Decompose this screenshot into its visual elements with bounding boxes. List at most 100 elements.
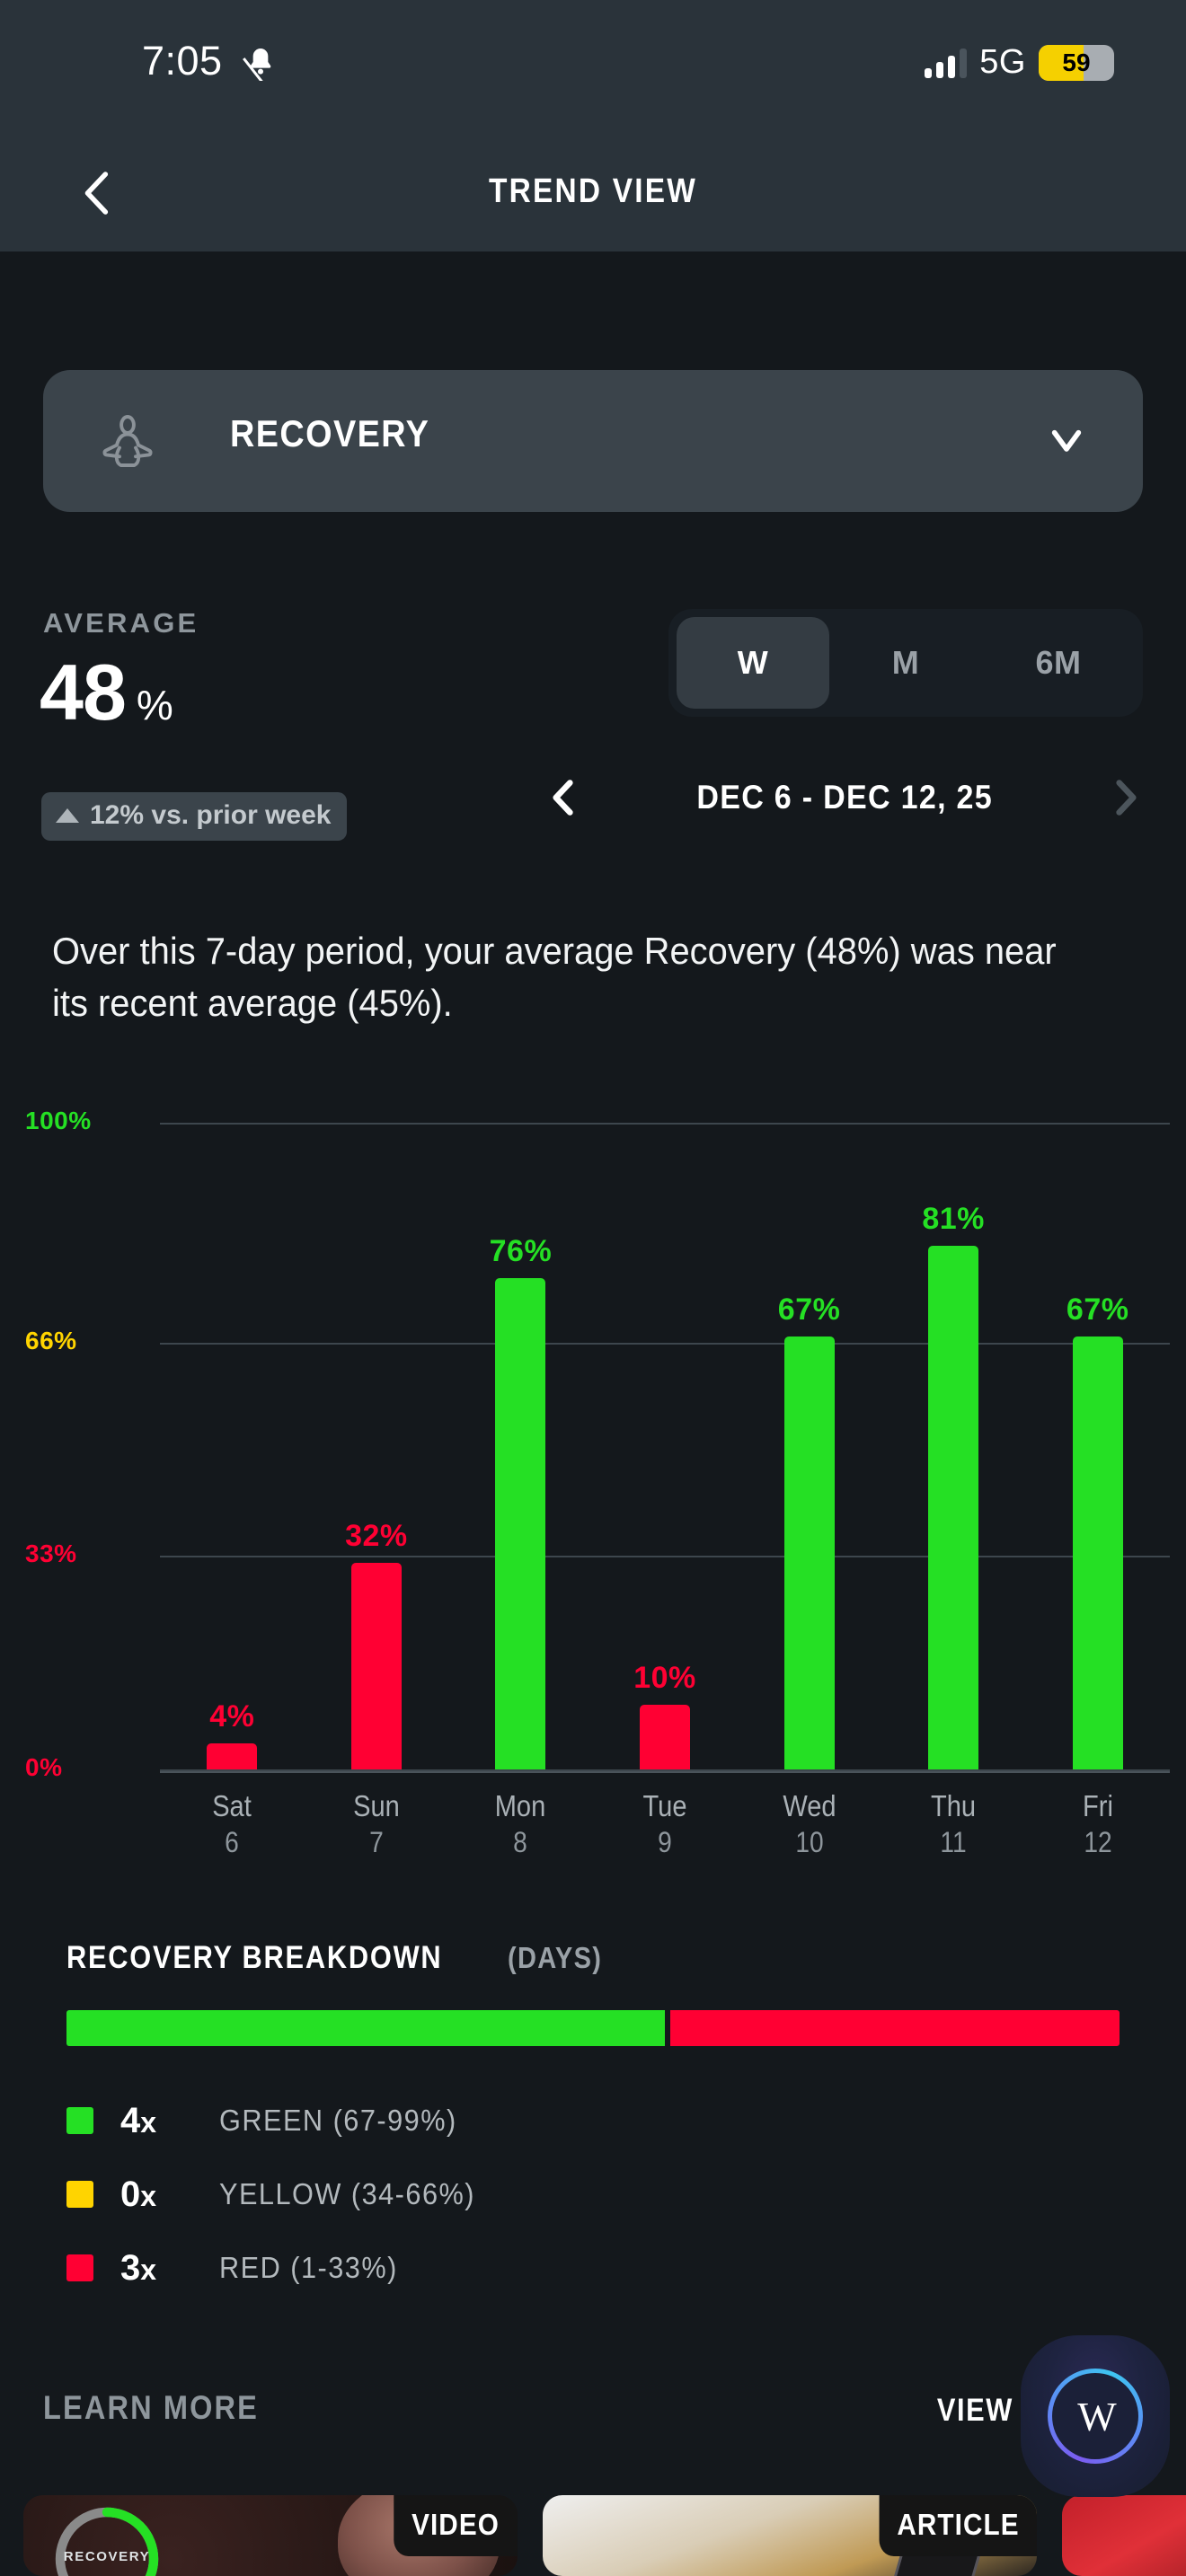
date-range-label: DEC 6 - DEC 12, 25 [696, 779, 993, 816]
chart-bar[interactable]: 4% [207, 1699, 258, 1769]
date-next-button[interactable] [1102, 771, 1150, 825]
breakdown-segment [670, 2010, 1120, 2046]
x-axis-label: Wed 10 [782, 1789, 836, 1859]
chart-bar[interactable]: 76% [490, 1234, 552, 1769]
average-value: 48 % [40, 647, 173, 738]
x-axis-label: Mon 8 [495, 1789, 546, 1859]
chevron-down-icon [1046, 422, 1087, 458]
x-axis-label: Thu 11 [931, 1789, 977, 1859]
chart-bar-rect [350, 1562, 402, 1769]
chart-bar[interactable]: 67% [1067, 1292, 1128, 1769]
breakdown-row: 4x GREEN (67-99%) [66, 2084, 695, 2157]
breakdown-name: RED (1-33%) [219, 2251, 398, 2284]
delta-label: 12% vs. prior week [90, 800, 332, 830]
back-button[interactable] [70, 163, 124, 223]
breakdown-heading: RECOVERY BREAKDOWN (DAYS) [66, 1940, 615, 1976]
breakdown-title: RECOVERY BREAKDOWN [66, 1940, 443, 1975]
chart-bar-value: 67% [777, 1292, 841, 1327]
average-unit: % [136, 682, 173, 728]
chart-bar-rect [783, 1336, 835, 1769]
ring-label: RECOVERY [63, 2549, 151, 2564]
page-title: TREND VIEW [489, 172, 697, 210]
metric-selector-label: RECOVERY [230, 412, 430, 454]
average-label: AVERAGE [43, 607, 199, 639]
card-third[interactable] [1062, 2495, 1186, 2576]
card-tag-article: ARTICLE [879, 2495, 1037, 2556]
breakdown-name: GREEN (67-99%) [219, 2104, 457, 2137]
meditation-icon [95, 409, 160, 473]
ring-value: 67% [49, 2565, 165, 2576]
chart-bar-value: 10% [633, 1661, 696, 1695]
average-number: 48 [40, 648, 127, 737]
chart-x-axis [160, 1771, 1170, 1773]
battery-percent-label: 59 [1062, 48, 1091, 76]
card-article[interactable]: ARTICLE [543, 2495, 1037, 2576]
chart-bar[interactable]: 81% [922, 1202, 984, 1769]
metric-selector[interactable]: RECOVERY [43, 370, 1143, 512]
breakdown-name: YELLOW (34-66%) [219, 2177, 475, 2210]
x-axis-label: Sun 7 [353, 1789, 400, 1859]
breakdown-swatch [66, 2254, 93, 2281]
chart-bar-rect [207, 1743, 258, 1769]
y-axis-tick: 66% [25, 1326, 77, 1354]
chart-plot-area: 4% 32% 76% 10% 67% 81% 67% [160, 1123, 1170, 1769]
bell-muted-icon [241, 43, 279, 86]
delta-badge: 12% vs. prior week [41, 792, 348, 841]
breakdown-legend: 4x GREEN (67-99%) 0x YELLOW (34-66%) 3x RED (… [66, 2084, 695, 2305]
chart-bar[interactable]: 32% [345, 1519, 407, 1769]
chart-bar-value: 67% [1066, 1292, 1129, 1327]
card-video[interactable]: RECOVERY 67% VIDEO [23, 2495, 518, 2576]
chart-bar-value: 32% [345, 1518, 408, 1553]
chart-bar[interactable]: 67% [778, 1292, 840, 1769]
learn-more-cards: RECOVERY 67% VIDEO ARTICLE [0, 2495, 1186, 2576]
y-axis-tick: 0% [25, 1753, 63, 1781]
nav-header: TREND VIEW [0, 135, 1186, 251]
range-option-w[interactable]: W [677, 617, 829, 709]
chart-bar-rect [1072, 1336, 1123, 1769]
breakdown-row: 3x RED (1-33%) [66, 2231, 695, 2305]
y-axis-tick: 100% [25, 1107, 92, 1134]
chart-bar-value: 4% [209, 1699, 255, 1734]
chart-bar-rect [495, 1277, 546, 1769]
breakdown-count: 0x [120, 2174, 157, 2214]
card-tag-video: VIDEO [394, 2495, 518, 2556]
arrow-up-icon [56, 808, 79, 823]
chevron-right-icon [1116, 780, 1137, 816]
chart-bar[interactable]: 10% [633, 1661, 695, 1769]
breakdown-segment [66, 2010, 666, 2046]
x-axis-label: Fri 12 [1082, 1789, 1113, 1859]
network-type-label: 5G [979, 43, 1026, 81]
status-indicators: 5G 59 [925, 43, 1114, 82]
x-axis-label: Sat 6 [212, 1789, 252, 1859]
breakdown-stacked-bar [66, 2010, 1120, 2046]
chevron-left-icon [84, 172, 109, 215]
range-segmented-control: W M 6M [668, 609, 1143, 717]
summary-text: Over this 7-day period, your average Rec… [52, 930, 1057, 1024]
whoop-coach-icon: W [1048, 2369, 1143, 2464]
breakdown-swatch [66, 2107, 93, 2134]
status-time: 7:05 [142, 38, 223, 84]
range-option-6m[interactable]: 6M [1035, 644, 1082, 681]
recovery-bar-chart: 100% 66% 33% 0% 4% 32% 76% 10% 67% 81% 67% Sat 6 Sun 7… [0, 1107, 1186, 1868]
cellular-signal-icon [925, 48, 968, 78]
breakdown-subtitle: (DAYS) [508, 1941, 603, 1974]
chart-bar-rect [640, 1705, 690, 1769]
whoop-logo-glyph: W [1077, 2393, 1116, 2439]
y-axis-tick: 33% [25, 1539, 77, 1568]
chart-bar-value: 81% [922, 1201, 985, 1236]
chart-bar-rect [928, 1245, 979, 1769]
date-navigator: DEC 6 - DEC 12, 25 [539, 762, 1150, 834]
battery-icon: 59 [1039, 44, 1114, 81]
x-axis-label: Tue 9 [642, 1789, 687, 1859]
status-bar: 7:05 5G 59 [0, 0, 1186, 135]
chevron-left-icon [553, 780, 573, 816]
date-prev-button[interactable] [539, 771, 588, 825]
breakdown-swatch [66, 2181, 93, 2208]
range-option-m[interactable]: M [891, 644, 920, 681]
breakdown-row: 0x YELLOW (34-66%) [66, 2157, 695, 2231]
chart-bar-value: 76% [489, 1233, 553, 1268]
whoop-coach-button[interactable]: W [1021, 2335, 1170, 2497]
recovery-ring-icon: RECOVERY 67% [49, 2501, 165, 2576]
learn-more-title: LEARN MORE [43, 2389, 260, 2426]
